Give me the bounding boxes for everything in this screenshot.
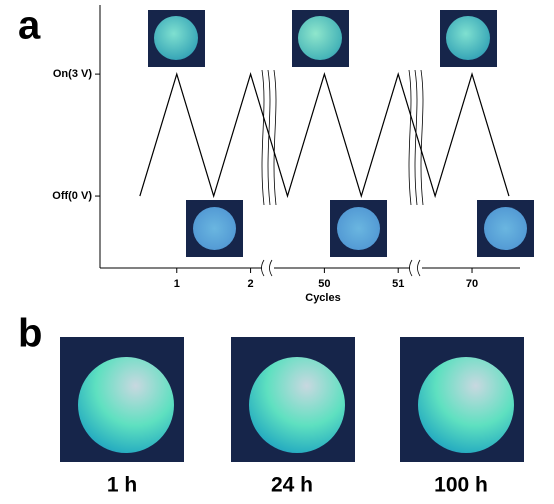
axis-break xyxy=(261,69,424,277)
x-axis-title: Cycles xyxy=(305,292,340,304)
photo-large xyxy=(60,337,184,462)
photo-off xyxy=(186,200,243,257)
data-line xyxy=(139,72,510,199)
x-tick-label: 50 xyxy=(318,278,330,290)
image-caption: 24 h xyxy=(271,474,313,497)
photo-on xyxy=(440,10,497,67)
x-tick-label: 70 xyxy=(466,278,478,290)
panel-label: b xyxy=(18,312,42,356)
photo-off xyxy=(330,200,387,257)
x-tick-label: 51 xyxy=(392,278,404,290)
photo-large xyxy=(231,337,355,462)
panel-label: a xyxy=(18,4,41,48)
photo-on xyxy=(292,10,349,67)
x-tick-label: 2 xyxy=(248,278,254,290)
y-tick-label: On(3 V) xyxy=(53,68,92,80)
x-tick-label: 1 xyxy=(174,278,180,290)
image-caption: 100 h xyxy=(434,474,488,497)
y-tick-label: Off(0 V) xyxy=(52,190,92,202)
photo-large xyxy=(400,337,524,462)
image-caption: 1 h xyxy=(107,474,137,497)
photo-off xyxy=(477,200,534,257)
photo-on xyxy=(148,10,205,67)
